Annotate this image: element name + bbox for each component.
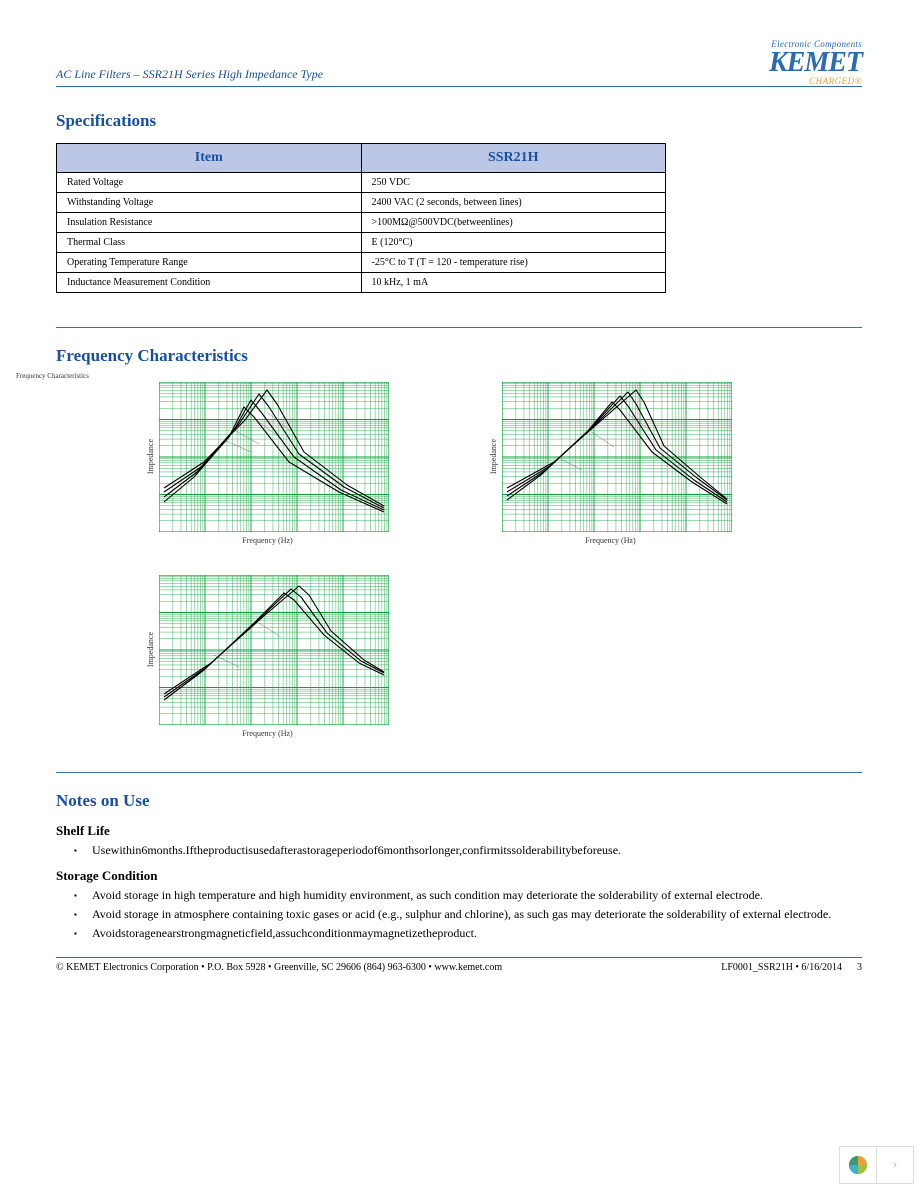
list-item: Usewithin6months.Iftheproductisusedafter…: [88, 843, 862, 858]
notes-section: Notes on Use Shelf Life Usewithin6months.…: [56, 791, 862, 941]
spec-header-item: Item: [57, 144, 362, 173]
chart-y-label: Impedance: [146, 439, 155, 474]
next-page-button[interactable]: ›: [877, 1146, 914, 1184]
logo: Electronic Components KEMET CHARGED®: [769, 40, 862, 86]
spec-header-model: SSR21H: [361, 144, 666, 173]
table-row: Thermal ClassE (120°C): [57, 233, 666, 253]
footer-left: © KEMET Electronics Corporation • P.O. B…: [56, 962, 502, 973]
header-rule: [56, 86, 862, 87]
table-row: Inductance Measurement Condition10 kHz, …: [57, 273, 666, 293]
table-cell: -25°C to T (T = 120 - temperature rise): [361, 253, 666, 273]
notes-list: Avoid storage in high temperature and hi…: [56, 888, 862, 941]
page-header: AC Line Filters – SSR21H Series High Imp…: [56, 40, 862, 86]
chart: Impedance Frequency (Hz): [146, 382, 389, 545]
table-row: Operating Temperature Range-25°C to T (T…: [57, 253, 666, 273]
table-cell: >100MΩ@500VDC(betweenlines): [361, 213, 666, 233]
chevron-right-icon: ›: [893, 1157, 898, 1173]
section-title-notes: Notes on Use: [56, 791, 862, 811]
logo-tagline-sub: CHARGED®: [769, 77, 862, 86]
chart-y-label: Impedance: [146, 632, 155, 667]
chart-svg: [502, 382, 732, 532]
section-title-specifications: Specifications: [56, 111, 862, 131]
table-cell: Inductance Measurement Condition: [57, 273, 362, 293]
chart-svg: [159, 575, 389, 725]
chart-svg: [159, 382, 389, 532]
table-cell: Thermal Class: [57, 233, 362, 253]
viewer-overlay-nav: ›: [839, 1146, 914, 1184]
specifications-table: Item SSR21H Rated Voltage250 VDCWithstan…: [56, 143, 666, 293]
footer-right: LF0001_SSR21H • 6/16/2014 3: [721, 962, 862, 973]
table-cell: Rated Voltage: [57, 173, 362, 193]
chart-x-label: Frequency (Hz): [242, 729, 292, 738]
list-item: Avoidstoragenearstrongmagneticfield,assu…: [88, 926, 862, 941]
notes-subheading: Shelf Life: [56, 823, 862, 839]
list-item: Avoid storage in atmosphere containing t…: [88, 907, 862, 922]
chart-overtitle: Frequency Characteristics: [16, 372, 822, 380]
chart-y-label: Impedance: [489, 439, 498, 474]
section-title-frequency: Frequency Characteristics: [56, 346, 862, 366]
table-row: Rated Voltage250 VDC: [57, 173, 666, 193]
chart: Impedance Frequency (Hz): [489, 382, 732, 545]
table-row: Withstanding Voltage2400 VAC (2 seconds,…: [57, 193, 666, 213]
table-cell: 10 kHz, 1 mA: [361, 273, 666, 293]
charts-container: Impedance Frequency (Hz) Impedance Frequenc…: [146, 382, 862, 738]
table-row: Insulation Resistance>100MΩ@500VDC(betwe…: [57, 213, 666, 233]
viewer-app-icon[interactable]: [839, 1146, 877, 1184]
separator-rule-2: [56, 772, 862, 773]
table-cell: 2400 VAC (2 seconds, between lines): [361, 193, 666, 213]
chart: Impedance Frequency (Hz): [146, 575, 389, 738]
chart-x-label: Frequency (Hz): [242, 536, 292, 545]
footer-rule: [56, 957, 862, 958]
table-cell: E (120°C): [361, 233, 666, 253]
chart-x-label: Frequency (Hz): [585, 536, 635, 545]
table-cell: Insulation Resistance: [57, 213, 362, 233]
footer: © KEMET Electronics Corporation • P.O. B…: [56, 962, 862, 973]
table-cell: 250 VDC: [361, 173, 666, 193]
table-cell: Withstanding Voltage: [57, 193, 362, 213]
list-item: Avoid storage in high temperature and hi…: [88, 888, 862, 903]
table-cell: Operating Temperature Range: [57, 253, 362, 273]
notes-subheading: Storage Condition: [56, 868, 862, 884]
doc-title: AC Line Filters – SSR21H Series High Imp…: [56, 67, 323, 86]
logo-text: KEMET: [769, 49, 862, 77]
separator-rule: [56, 327, 862, 328]
notes-list: Usewithin6months.Iftheproductisusedafter…: [56, 843, 862, 858]
